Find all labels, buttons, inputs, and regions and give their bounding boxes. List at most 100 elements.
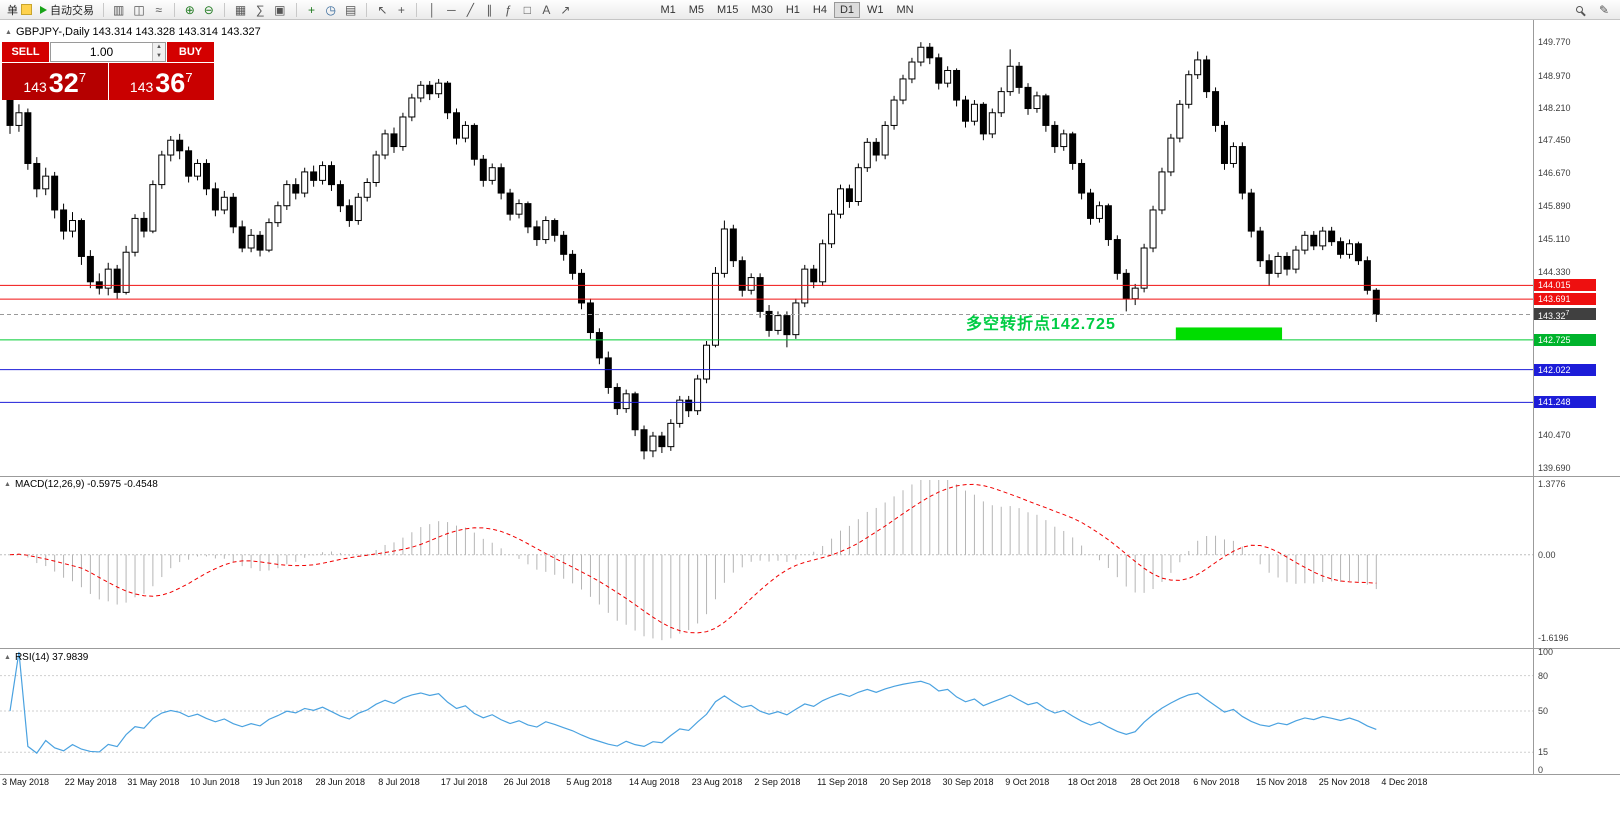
macd-indicator-label: ▲ MACD(12,26,9) -0.5975 -0.4548 xyxy=(4,479,158,490)
toolbar-separator xyxy=(223,2,225,17)
timeframe-button-D1[interactable]: D1 xyxy=(833,1,861,18)
price-badge: 144.015 xyxy=(1534,279,1596,292)
line-chart-icon[interactable]: ≈ xyxy=(150,1,168,18)
chart-symbol-line: ▲ GBPJPY-,Daily 143.314 143.328 143.314 … xyxy=(5,26,261,38)
rsi-axis-label: 80 xyxy=(1538,670,1549,681)
timeframe-button-H1[interactable]: H1 xyxy=(780,2,806,18)
sell-button[interactable]: SELL xyxy=(2,42,49,62)
timeframe-button-MN[interactable]: MN xyxy=(891,2,920,18)
trendline-icon[interactable]: ╱ xyxy=(461,1,479,18)
toolbar-icon-groups: ▥ ◫ ≈ ⊕ ⊖ ▦ ∑ ▣ + ◷ ▤ ↖ + │ ─ ╱ ∥ ƒ □ A ↗ xyxy=(109,1,574,18)
new-chart-icon[interactable]: + xyxy=(303,1,321,18)
chart-canvas[interactable] xyxy=(0,20,1620,820)
search-icon[interactable] xyxy=(1571,1,1589,18)
timeframe-button-M1[interactable]: M1 xyxy=(654,2,681,18)
new-order-icon xyxy=(21,4,32,15)
date-axis-label: 14 Aug 2018 xyxy=(629,777,680,787)
horizontal-line-icon[interactable]: ─ xyxy=(442,1,460,18)
sell-price-display[interactable]: 143 32 7 xyxy=(2,63,108,100)
edit-icon[interactable]: ✎ xyxy=(1595,1,1613,18)
date-axis-label: 10 Jun 2018 xyxy=(190,777,240,787)
timeframe-button-M5[interactable]: M5 xyxy=(683,2,710,18)
candlestick-chart-icon[interactable]: ◫ xyxy=(129,1,148,18)
toolbar-separator xyxy=(366,2,368,17)
price-axis-label: 146.670 xyxy=(1538,168,1571,179)
new-order-label: 单 xyxy=(7,4,18,17)
volume-stepper[interactable]: 1.00 ▲ ▼ xyxy=(50,42,166,62)
price-axis-label: 148.970 xyxy=(1538,70,1571,81)
sell-big-figure: 143 xyxy=(23,79,47,95)
shapes-icon[interactable]: □ xyxy=(518,1,536,18)
sell-pips: 32 xyxy=(48,68,79,98)
toolbar: 单 自动交易 ▥ ◫ ≈ ⊕ ⊖ ▦ ∑ ▣ + ◷ ▤ ↖ + │ ─ ╱ ∥ ƒ □ A ↗ M1 M5 M15 M30 H… xyxy=(0,0,1620,20)
timeframe-button-M15[interactable]: M15 xyxy=(711,2,744,18)
date-axis-label: 26 Jul 2018 xyxy=(503,777,551,787)
timeframe-button-W1[interactable]: W1 xyxy=(861,2,890,18)
zoom-in-icon[interactable]: ⊕ xyxy=(181,1,199,18)
date-axis-label: 17 Jul 2018 xyxy=(440,777,488,787)
highlight-rectangle[interactable] xyxy=(1175,327,1283,340)
autotrading-button[interactable]: 自动交易 xyxy=(36,1,98,18)
date-axis-label: 4 Dec 2018 xyxy=(1381,777,1428,787)
date-axis-label: 9 Oct 2018 xyxy=(1005,777,1050,787)
volume-value[interactable]: 1.00 xyxy=(89,45,114,59)
date-axis-label: 3 May 2018 xyxy=(2,777,50,787)
annotation-text[interactable]: 多空转折点142.725 xyxy=(966,316,1116,333)
macd-collapse-arrow[interactable]: ▲ xyxy=(4,481,11,488)
price-axis-label: 145.110 xyxy=(1538,234,1570,245)
zoom-out-icon[interactable]: ⊖ xyxy=(200,1,218,18)
buy-button[interactable]: BUY xyxy=(167,42,214,62)
indicators-icon[interactable]: ∑ xyxy=(251,1,269,18)
volume-decrease-button[interactable]: ▼ xyxy=(153,52,165,61)
buy-price-display[interactable]: 143 36 7 xyxy=(108,63,214,100)
timeframe-button-M30[interactable]: M30 xyxy=(745,2,778,18)
rsi-label-text: RSI(14) 37.9839 xyxy=(14,652,89,663)
vertical-line-icon[interactable]: │ xyxy=(423,1,441,18)
cursor-icon[interactable]: ↖ xyxy=(373,1,391,18)
date-axis-label: 6 Nov 2018 xyxy=(1193,777,1240,787)
date-axis-label: 30 Sep 2018 xyxy=(942,777,994,787)
channel-icon[interactable]: ∥ xyxy=(480,1,498,18)
price-axis-label: 148.210 xyxy=(1538,103,1571,114)
macd-signal-line xyxy=(9,483,1377,634)
rsi-collapse-arrow[interactable]: ▲ xyxy=(4,654,11,661)
toolbar-separator xyxy=(295,2,297,17)
date-axis-label: 28 Oct 2018 xyxy=(1130,777,1180,787)
clock-icon[interactable]: ◷ xyxy=(322,1,340,18)
volume-increase-button[interactable]: ▲ xyxy=(153,43,165,52)
macd-axis-label: -1.6196 xyxy=(1538,632,1569,643)
fibonacci-icon[interactable]: ƒ xyxy=(499,1,517,18)
date-axis-label: 31 May 2018 xyxy=(127,777,180,787)
toolbar-right-icons: ✎ xyxy=(1571,1,1613,18)
date-axis-label: 22 May 2018 xyxy=(64,777,117,787)
crosshair-icon[interactable]: + xyxy=(392,1,410,18)
search-icon xyxy=(1576,6,1584,13)
tile-windows-icon[interactable]: ▣ xyxy=(270,1,289,18)
price-badge: 143.327 xyxy=(1534,308,1596,321)
price-axis-label: 139.690 xyxy=(1538,463,1571,474)
date-axis-label: 20 Sep 2018 xyxy=(879,777,931,787)
autotrading-label: 自动交易 xyxy=(50,4,94,17)
date-axis-label: 11 Sep 2018 xyxy=(817,777,868,787)
macd-pane xyxy=(0,480,1533,641)
arrows-icon[interactable]: ↗ xyxy=(556,1,574,18)
bar-chart-icon[interactable]: ▥ xyxy=(109,1,128,18)
date-axis-label: 19 Jun 2018 xyxy=(252,777,303,787)
price-badge: 142.725 xyxy=(1534,333,1596,346)
text-icon[interactable]: A xyxy=(537,1,555,18)
price-badge: 142.022 xyxy=(1534,363,1596,376)
date-axis-label: 5 Aug 2018 xyxy=(566,777,612,787)
grid-icon[interactable]: ▦ xyxy=(231,1,250,18)
toolbar-separator xyxy=(416,2,418,17)
toolbar-separator xyxy=(103,2,104,17)
sell-pipette: 7 xyxy=(78,70,87,85)
new-order-button[interactable]: 单 xyxy=(3,1,36,18)
price-axis-label: 147.450 xyxy=(1538,135,1571,146)
horizontal-level-lines[interactable] xyxy=(0,284,1533,403)
timeframe-toolbar: M1 M5 M15 M30 H1 H4 D1 W1 MN xyxy=(654,1,920,18)
templates-icon[interactable]: ▤ xyxy=(341,1,360,18)
collapse-trade-panel-arrow[interactable]: ▲ xyxy=(5,28,12,36)
timeframe-button-H4[interactable]: H4 xyxy=(807,2,833,18)
price-axis-label: 145.890 xyxy=(1538,201,1571,212)
candlestick-series xyxy=(6,42,1380,460)
